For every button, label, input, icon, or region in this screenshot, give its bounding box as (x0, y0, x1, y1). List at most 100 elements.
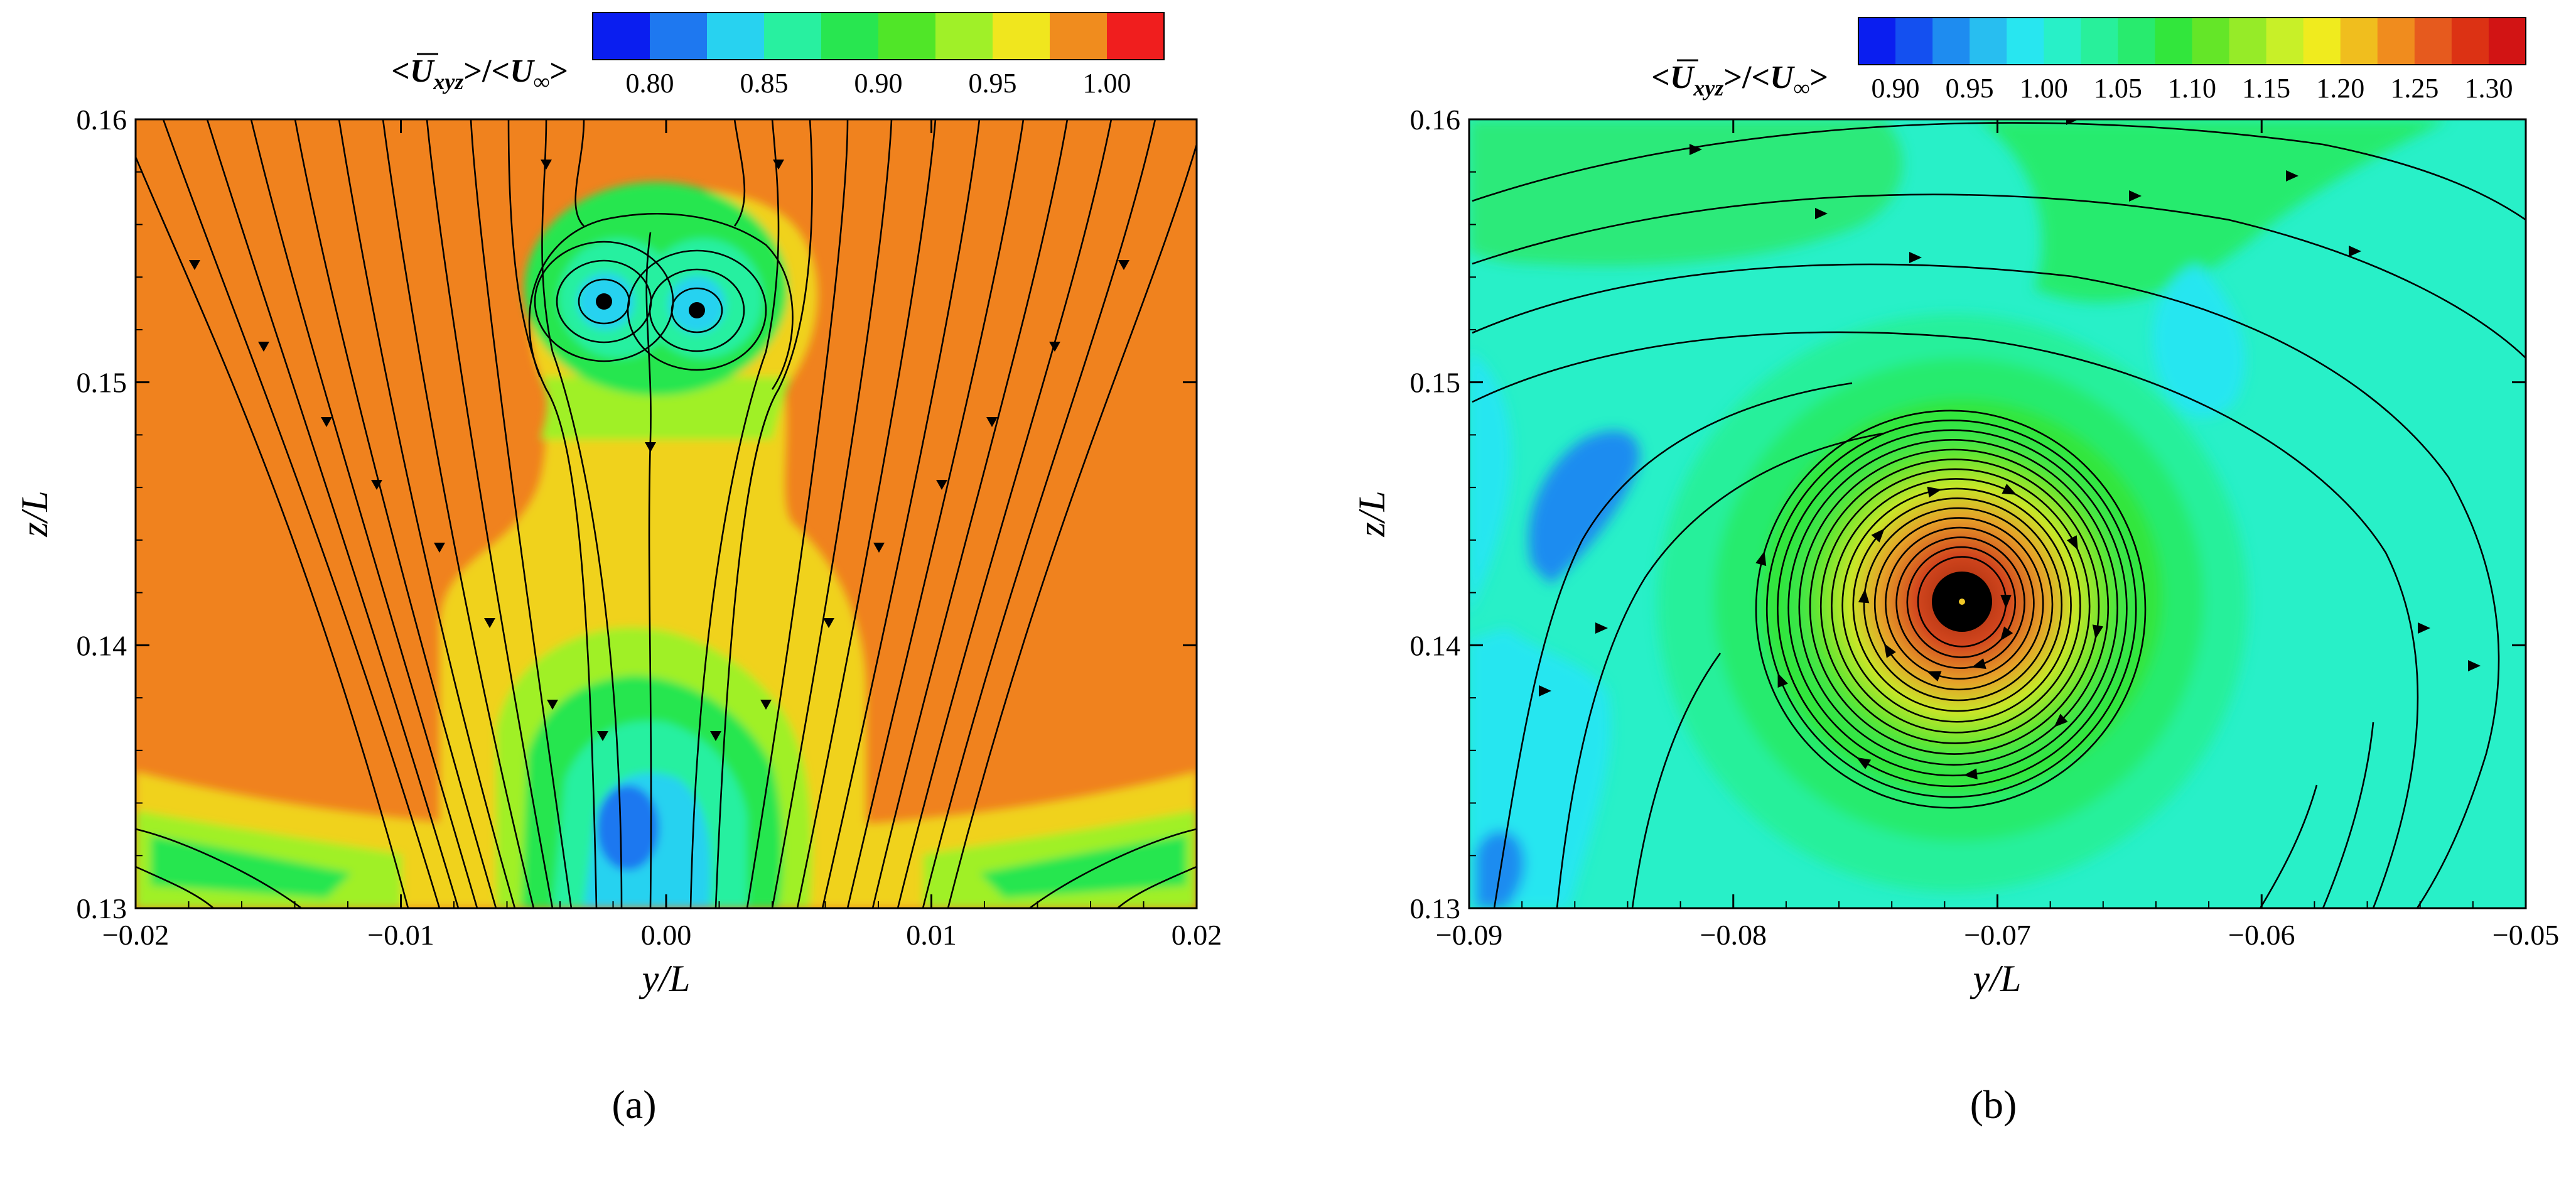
streamline-arrow (2002, 484, 2017, 495)
outer-streamline (1493, 382, 1853, 908)
panel-b-xtick-label: −0.09 (1436, 919, 1502, 951)
streamline-arrow (1858, 588, 1870, 604)
panel-b-colorbar-swatch (1932, 18, 1970, 65)
outer-streamline (1472, 263, 2500, 908)
streamline-arrow (2349, 246, 2361, 257)
panel-b-colorbar-label: 1.00 (2020, 73, 2068, 104)
streamline-arrow (2092, 624, 2104, 639)
spiral-streamline (1809, 458, 2100, 755)
streamline-arrow (2286, 170, 2298, 182)
spiral-streamline (1777, 429, 2128, 788)
panel-b-colorbar-swatch (2155, 18, 2192, 65)
spiral-streamline (1765, 420, 2137, 798)
panel-b-colorbar-swatch (2451, 18, 2489, 65)
panel-b-ytick-label: 0.16 (1410, 104, 1461, 136)
vortex-core-right (689, 302, 705, 318)
panel-b-colorbar-label: 1.30 (2464, 73, 2513, 104)
panel-b-colorbar-label: 1.05 (2094, 73, 2142, 104)
streamline-arrow (2468, 660, 2481, 671)
panel-a-caption: (a) (612, 1082, 656, 1127)
panel-b-colorbar-swatch (2377, 18, 2415, 65)
streamline-arrow (2066, 119, 2079, 125)
streamline-arrow (1815, 208, 1828, 219)
streamline-arrow (1926, 671, 1942, 681)
streamline-arrow (1871, 528, 1885, 543)
panel-a-colorbar-swatch (821, 13, 879, 60)
panel-b-colorbar-swatch (2118, 18, 2155, 65)
cb-b-symbol: U (1670, 60, 1695, 95)
cb-a-subscript: xyz (433, 69, 463, 94)
streamline-arrow (1963, 768, 1978, 779)
panel-a-axes: −0.02 −0.01 0.00 0.01 0.02 0.13 0.14 0.15 0.16 (77, 104, 1222, 951)
panel-b-colorbar: 0.90 0.95 1.00 1.05 1.10 1.15 1.20 1.25 1.30 (1858, 17, 2526, 104)
spiral-streamline (1787, 439, 2118, 777)
streamline-arrow (1927, 486, 1942, 498)
panel-b-colorbar-swatch (2266, 18, 2304, 65)
cb-a-symbol-2: U (510, 53, 535, 89)
spiral-streamline (1755, 409, 2147, 809)
cb-a-symbol: U (410, 53, 435, 89)
panel-b-colorbar-title: <Uxyz>/<U∞> (1651, 59, 1828, 100)
panel-a-xtick-label: 0.02 (1172, 919, 1222, 951)
panel-b-colorbar-label: 0.95 (1946, 73, 1994, 104)
outer-streamline (1472, 122, 2526, 221)
panel-b-ytick-label: 0.15 (1410, 367, 1461, 399)
streamline-arrow (1595, 622, 1608, 634)
panel-b-colorbar-swatch (2303, 18, 2341, 65)
panel-b-colorbar-label: 0.90 (1872, 73, 1920, 104)
panel-b-colorbar-swatch (2007, 18, 2044, 65)
cb-b-subscript: xyz (1693, 75, 1723, 100)
vortex-core-left (596, 293, 612, 310)
panel-a-colorbar-title: <Uxyz>/<U∞> (391, 53, 568, 94)
panel-a-ytick-label: 0.16 (77, 104, 127, 136)
panel-b-colorbar-label: 1.25 (2390, 73, 2439, 104)
panel-b-colorbar-swatch (1895, 18, 1933, 65)
panel-a-ylabel: z/L (14, 491, 55, 537)
panel-a-streamlines (136, 119, 1197, 908)
streamline-arrow (2000, 626, 2013, 641)
panel-a-colorbar-swatch (1050, 13, 1107, 60)
panel-a-colorbar-frame (592, 12, 1165, 60)
panel-b-colorbar-swatch (2488, 18, 2526, 65)
panel-a-ytick-label: 0.15 (77, 367, 127, 399)
panel-b-caption: (b) (1970, 1082, 2017, 1127)
panel-a-colorbar-swatch (935, 13, 993, 60)
streamline-arrow (1856, 757, 1872, 769)
streamline-arrow (1777, 673, 1788, 688)
panel-b-colorbar-label: 1.15 (2242, 73, 2290, 104)
panel-a-colorbar-swatch (1107, 13, 1165, 60)
cb-a-infinity: ∞ (534, 69, 550, 94)
panel-a-colorbar-swatch (878, 13, 936, 60)
panel-a-colorbar-swatch (993, 13, 1050, 60)
streamline-arrow (2129, 190, 2142, 202)
spiral-streamline (1885, 526, 2035, 680)
panel-b-colorbar-swatch (2192, 18, 2230, 65)
streamline-arrow (1909, 252, 1922, 263)
spiral-streamline (1798, 448, 2110, 766)
panel-b-colorbar-swatch (2414, 18, 2452, 65)
panel-b-contour-field (1469, 119, 2526, 908)
outer-streamline (1472, 331, 2419, 908)
spiral-streamline (1831, 478, 2081, 734)
cb-b-symbol-2: U (1770, 60, 1795, 95)
panel-a-colorbar-swatch (650, 13, 708, 60)
streamline-arrow (1883, 643, 1896, 658)
streamline-arrow (1539, 685, 1551, 697)
panel-a-colorbar-swatch (707, 13, 765, 60)
panel-b-colorbar-frame (1858, 17, 2526, 65)
streamline-arrow (2054, 713, 2068, 727)
panel-a-xlabel: y/L (639, 958, 691, 999)
panel-b-colorbar-swatch (2229, 18, 2267, 65)
panel-b-colorbar-label: 1.10 (2168, 73, 2216, 104)
panel-a-xtick-label: 0.00 (641, 919, 692, 951)
panel-a-colorbar-label: 0.80 (626, 68, 674, 99)
spiral-streamline (1906, 546, 2017, 658)
panel-b-xtick-label: −0.06 (2228, 919, 2295, 951)
tip-vortex-center (1959, 599, 1965, 605)
panel-b-axes: −0.09 −0.08 −0.07 −0.06 −0.05 0.13 0.14 0.15 0.1… (1410, 104, 2560, 951)
panel-b-colorbar-swatch (2044, 18, 2081, 65)
panel-b-colorbar-swatch (2340, 18, 2378, 65)
panel-a-colorbar: 0.80 0.85 0.90 0.95 1.00 (592, 12, 1165, 99)
streamline-arrow (2418, 622, 2430, 634)
panel-a-colorbar-label: 0.90 (854, 68, 903, 99)
